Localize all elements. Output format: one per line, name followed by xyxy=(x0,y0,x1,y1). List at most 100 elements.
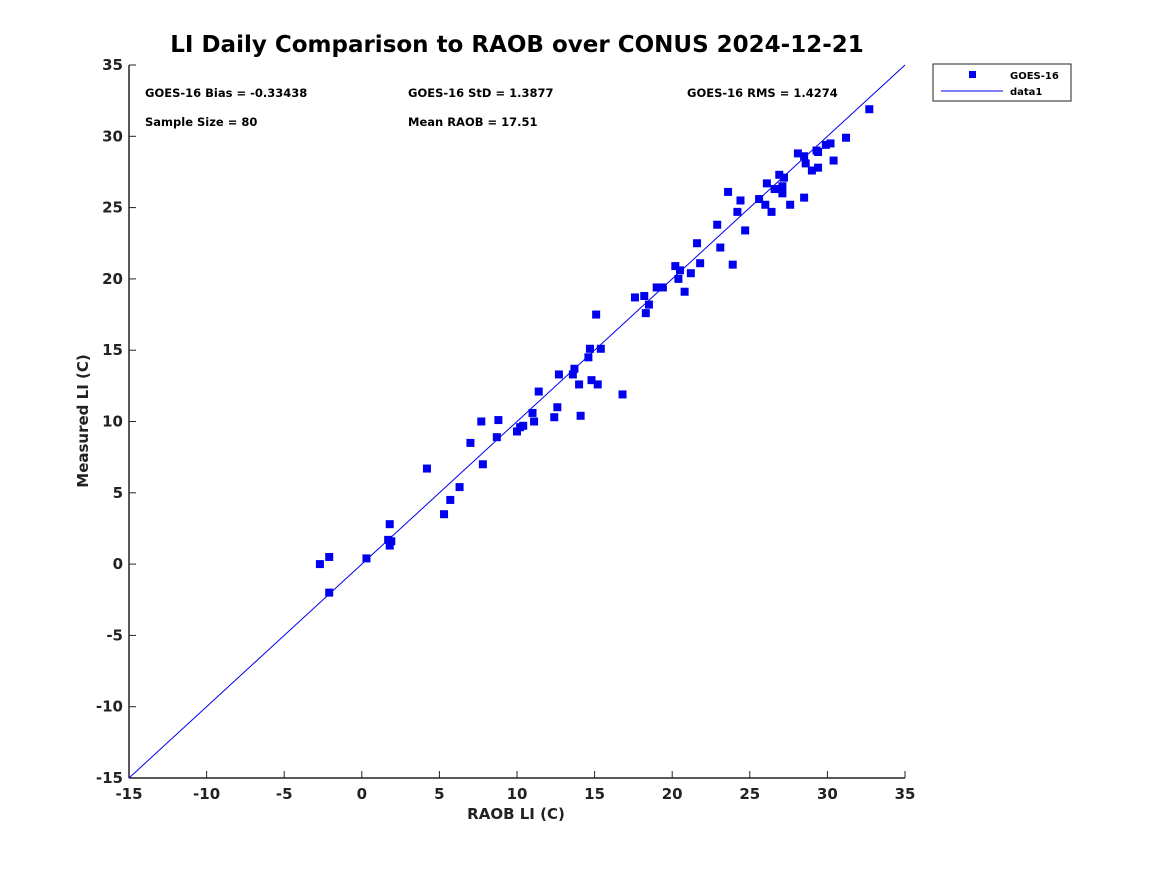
data-point xyxy=(741,226,750,235)
data-point xyxy=(585,344,594,353)
data-point xyxy=(826,139,835,148)
data-point xyxy=(807,166,816,175)
x-tick-label: -10 xyxy=(193,785,220,803)
stat-sample-size: Sample Size = 80 xyxy=(145,115,257,129)
data-point xyxy=(387,537,396,546)
data-point xyxy=(575,380,584,389)
data-point xyxy=(422,464,431,473)
data-point xyxy=(724,187,733,196)
y-tick-label: -5 xyxy=(106,626,123,644)
data-point xyxy=(778,182,787,191)
legend-label-data1: data1 xyxy=(1010,87,1042,98)
x-tick-label: 5 xyxy=(434,785,444,803)
data-point xyxy=(728,260,737,269)
x-ticks: -15 -10 -5 0 5 10 15 20 25 30 35 xyxy=(115,771,915,803)
data-point xyxy=(550,413,559,422)
y-tick-label: 30 xyxy=(102,127,123,145)
data-point xyxy=(793,149,802,158)
data-point xyxy=(385,520,394,529)
data-point xyxy=(671,262,680,271)
x-tick-label: 15 xyxy=(584,785,605,803)
data-point xyxy=(568,370,577,379)
y-tick-label: 10 xyxy=(102,413,123,431)
data-point xyxy=(570,364,579,373)
data-point xyxy=(821,140,830,149)
data-point xyxy=(696,259,705,268)
y-tick-label: 5 xyxy=(113,484,123,502)
data-point xyxy=(325,552,334,561)
data-point xyxy=(618,390,627,399)
legend-label-goes16: GOES-16 xyxy=(1010,71,1059,82)
data-point xyxy=(534,387,543,396)
data-point xyxy=(596,344,605,353)
data-point xyxy=(641,309,650,318)
data-point xyxy=(801,159,810,168)
data-point xyxy=(800,193,809,202)
data-point xyxy=(733,207,742,216)
y-axis-label: Measured LI (C) xyxy=(74,354,92,487)
data-point xyxy=(553,403,562,412)
y-tick-label: 35 xyxy=(102,56,123,74)
legend-marker-goes16 xyxy=(969,71,976,78)
x-tick-label: 30 xyxy=(817,785,838,803)
data-point xyxy=(814,163,823,172)
data-point xyxy=(630,293,639,302)
data-point xyxy=(587,376,596,385)
stat-std: GOES-16 StD = 1.3877 xyxy=(408,86,553,100)
data-point xyxy=(674,274,683,283)
data-point xyxy=(592,310,601,319)
data-point xyxy=(640,292,649,301)
x-tick-label: -5 xyxy=(276,785,293,803)
legend-box xyxy=(932,63,1072,102)
data-point xyxy=(477,417,486,426)
data-point xyxy=(842,133,851,142)
y-tick-label: 20 xyxy=(102,270,123,288)
x-tick-label: 0 xyxy=(357,785,367,803)
data-point xyxy=(814,147,823,156)
data-point xyxy=(644,300,653,309)
data-point xyxy=(478,460,487,469)
data-point xyxy=(362,554,371,563)
data-point xyxy=(693,239,702,248)
data-point xyxy=(786,200,795,209)
data-point xyxy=(593,380,602,389)
data-point xyxy=(716,243,725,252)
y-tick-label: 15 xyxy=(102,341,123,359)
data-point xyxy=(652,283,661,292)
data-point xyxy=(519,421,528,430)
data-point xyxy=(767,207,776,216)
data-point xyxy=(530,417,539,426)
data-point xyxy=(675,266,684,275)
y-tick-label: -10 xyxy=(96,698,123,716)
x-axis-label: RAOB LI (C) xyxy=(467,805,565,823)
data1-line xyxy=(128,64,906,779)
plot-area: -15 -10 -5 0 5 10 15 20 25 30 35 -15 -10 -5 0 5 10 15 20 2… xyxy=(96,56,916,803)
data-point xyxy=(440,510,449,519)
data-point xyxy=(713,220,722,229)
y-tick-label: -15 xyxy=(96,769,123,787)
data-point xyxy=(466,438,475,447)
data-point xyxy=(455,483,464,492)
data-point xyxy=(446,495,455,504)
data-point xyxy=(829,156,838,165)
data-point xyxy=(576,411,585,420)
data-point xyxy=(325,588,334,597)
data-point xyxy=(775,170,784,179)
data-point xyxy=(658,283,667,292)
data-point xyxy=(778,189,787,198)
chart-title: LI Daily Comparison to RAOB over CONUS 2… xyxy=(170,32,864,58)
data-point xyxy=(494,416,503,425)
data-point xyxy=(686,269,695,278)
data-point xyxy=(736,196,745,205)
stat-rms: GOES-16 RMS = 1.4274 xyxy=(687,86,838,100)
data-point xyxy=(554,370,563,379)
legend: GOES-16 data1 xyxy=(932,63,1072,102)
y-tick-label: 25 xyxy=(102,199,123,217)
y-ticks: -15 -10 -5 0 5 10 15 20 25 30 35 xyxy=(96,56,136,787)
data-point xyxy=(492,433,501,442)
data-point xyxy=(762,179,771,188)
data-point xyxy=(584,353,593,362)
data-point xyxy=(761,200,770,209)
y-tick-label: 0 xyxy=(113,555,123,573)
